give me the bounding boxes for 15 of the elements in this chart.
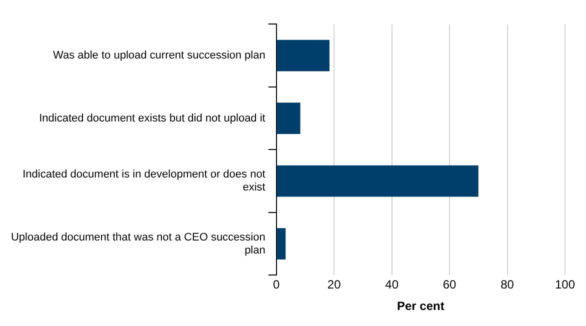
x-tick-label: 80 — [500, 278, 514, 292]
y-tick-label: Uploaded document that was not a CEO succession plan — [10, 231, 266, 256]
x-axis-title: Per cent — [396, 299, 444, 314]
x-tick-label: 20 — [327, 278, 342, 292]
x-tick-label: 40 — [385, 278, 399, 292]
x-tick-label: 100 — [554, 278, 576, 292]
bar — [276, 102, 300, 134]
y-tick-label: Was able to upload current succession plan — [52, 50, 266, 62]
y-tick-label: Indicated document exists but did not upload it — [39, 112, 266, 124]
x-tick-label: 0 — [273, 278, 280, 292]
x-tick-label: 60 — [442, 278, 457, 292]
bar — [276, 228, 286, 260]
y-tick-label: Indicated document is in development or does not exist — [22, 168, 266, 194]
bar — [276, 40, 330, 72]
bar — [276, 165, 478, 197]
